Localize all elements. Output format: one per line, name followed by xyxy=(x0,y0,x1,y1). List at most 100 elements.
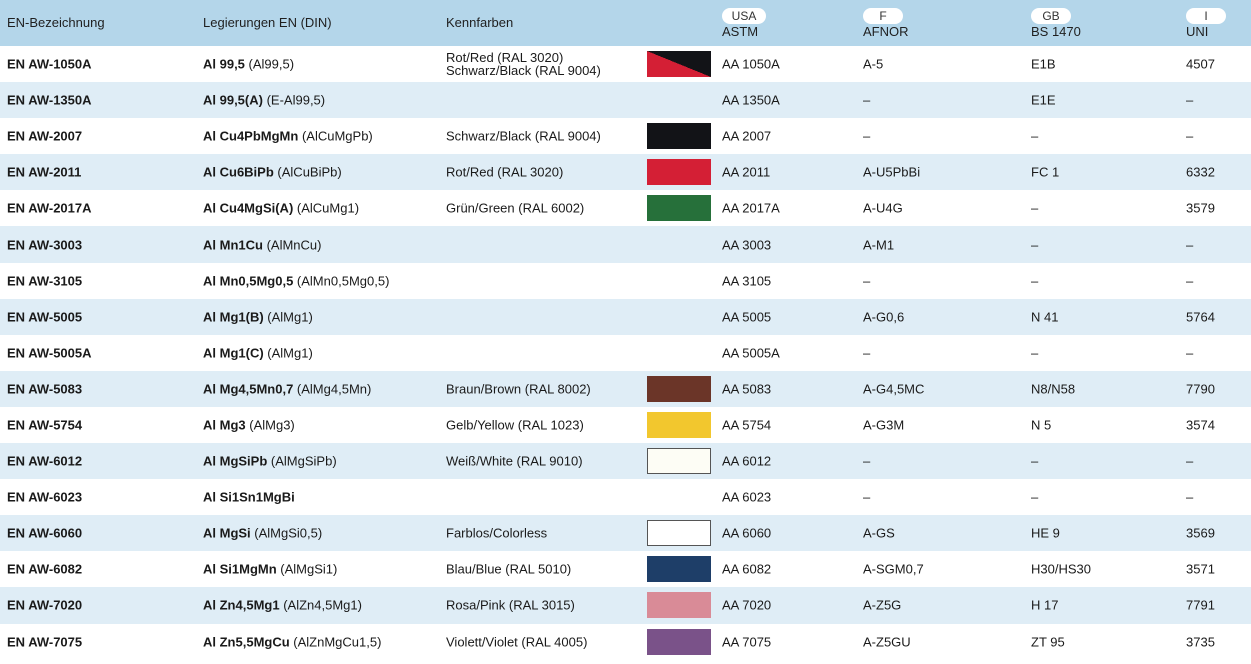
uni-designation: – xyxy=(1186,237,1194,253)
alloy-designation: Al Zn4,5Mg1 (AlZn4,5Mg1) xyxy=(203,598,362,613)
uni-designation: 5764 xyxy=(1186,309,1215,325)
astm-designation: AA 3105 xyxy=(722,273,772,289)
alloy-en-name: Al Zn5,5MgCu xyxy=(203,634,290,650)
alloy-din-name: (E-Al99,5) xyxy=(266,92,326,108)
alloy-designation: Al Cu4PbMgMn (AlCuMgPb) xyxy=(203,129,373,144)
en-code: EN AW-5083 xyxy=(7,381,83,397)
afnor-designation: A-U5PbBi xyxy=(863,164,921,180)
color-line: Rot/Red (RAL 3020) xyxy=(446,164,564,180)
astm-designation: AA 7020 xyxy=(722,597,772,613)
bs1470-designation: N8/N58 xyxy=(1031,381,1076,397)
header-f-pill: F xyxy=(863,8,903,24)
table-row: EN AW-6012 Al MgSiPb (AlMgSiPb) Weiß/White… xyxy=(0,443,1251,480)
table-row: EN AW-7075 Al Zn5,5MgCu (AlZnMgCu1,5) Viol… xyxy=(0,624,1251,660)
uni-designation: 7790 xyxy=(1186,381,1215,397)
alloy-din-name: (AlCuMg1) xyxy=(296,200,360,216)
color-line: Schwarz/Black (RAL 9004) xyxy=(446,63,601,79)
table-row: EN AW-7020 Al Zn4,5Mg1 (AlZn4,5Mg1) Rosa/P… xyxy=(0,587,1251,624)
alloy-designation: Al MgSiPb (AlMgSiPb) xyxy=(203,454,337,469)
en-code: EN AW-3003 xyxy=(7,237,83,253)
alloy-en-name: Al 99,5(A) xyxy=(203,92,263,108)
alloy-en-name: Al Mn1Cu xyxy=(203,237,263,253)
astm-designation: AA 1050A xyxy=(722,56,780,72)
afnor-designation: – xyxy=(863,128,871,144)
afnor-designation: – xyxy=(863,92,871,108)
color-code-label: Rosa/Pink (RAL 3015) xyxy=(446,599,575,612)
uni-designation: – xyxy=(1186,273,1194,289)
table-row: EN AW-6023 Al Si1Sn1MgBi AA 6023 – – – xyxy=(0,479,1251,515)
alloy-din-name: (AlMg1) xyxy=(267,345,313,361)
en-code: EN AW-5005 xyxy=(7,309,83,325)
alloy-din-name: (AlZn4,5Mg1) xyxy=(283,597,362,613)
astm-designation: AA 6012 xyxy=(722,453,772,469)
alloy-en-name: Al Cu4MgSi(A) xyxy=(203,200,294,216)
bs1470-designation: – xyxy=(1031,273,1039,289)
bs1470-designation: N 5 xyxy=(1031,417,1052,433)
color-swatch xyxy=(647,123,711,150)
alloy-din-name: (AlMg4,5Mn) xyxy=(296,381,372,397)
alloy-designation: Al Mg3 (AlMg3) xyxy=(203,417,295,432)
uni-designation: – xyxy=(1186,345,1194,361)
afnor-designation: A-G3M xyxy=(863,417,905,433)
color-line: Blau/Blue (RAL 5010) xyxy=(446,561,572,577)
table-row: EN AW-6060 Al MgSi (AlMgSi0,5) Farblos/Col… xyxy=(0,515,1251,552)
color-swatch xyxy=(647,520,711,547)
color-swatch xyxy=(647,592,711,619)
alloy-designation: Al Mg4,5Mn0,7 (AlMg4,5Mn) xyxy=(203,381,371,396)
color-code-label: Grün/Green (RAL 6002) xyxy=(446,202,584,215)
alloy-designation: Al Si1MgMn (AlMgSi1) xyxy=(203,562,337,577)
astm-designation: AA 5083 xyxy=(722,381,772,397)
afnor-designation: A-5 xyxy=(863,56,884,72)
header-usa-pill: USA xyxy=(722,8,766,24)
uni-designation: 3579 xyxy=(1186,200,1215,216)
en-code: EN AW-3105 xyxy=(7,273,83,289)
alloy-din-name: (AlCuBiPb) xyxy=(277,164,342,180)
color-swatch xyxy=(647,375,711,402)
alloy-din-name: (AlCuMgPb) xyxy=(301,128,373,144)
astm-designation: AA 2007 xyxy=(722,128,772,144)
uni-designation: – xyxy=(1186,128,1194,144)
astm-designation: AA 5005A xyxy=(722,345,780,361)
header-astm: ASTM xyxy=(722,24,759,39)
header-en-bezeichnung: EN-Bezeichnung xyxy=(7,15,105,30)
alloy-din-name: (Al99,5) xyxy=(248,56,295,72)
alloy-en-name: Al Mg1(C) xyxy=(203,345,264,361)
bs1470-designation: – xyxy=(1031,128,1039,144)
alloy-designation: Al Mg1(C) (AlMg1) xyxy=(203,345,313,360)
header-i-pill: I xyxy=(1186,8,1226,24)
afnor-designation: – xyxy=(863,489,871,505)
bs1470-designation: H 17 xyxy=(1031,597,1059,613)
alloy-din-name: (AlMgSi0,5) xyxy=(254,525,323,541)
color-swatch xyxy=(647,159,711,186)
header-gb-pill: GB xyxy=(1031,8,1071,24)
astm-designation: AA 7075 xyxy=(722,634,772,650)
uni-designation: 3574 xyxy=(1186,417,1215,433)
alloy-en-name: Al Mg4,5Mn0,7 xyxy=(203,381,294,397)
header-afnor: AFNOR xyxy=(863,24,909,39)
afnor-designation: A-SGM0,7 xyxy=(863,561,924,577)
astm-designation: AA 6023 xyxy=(722,489,772,505)
bs1470-designation: E1B xyxy=(1031,56,1056,72)
en-code: EN AW-1350A xyxy=(7,92,92,108)
color-swatch xyxy=(647,411,711,438)
color-code-label: Rot/Red (RAL 3020) xyxy=(446,166,563,179)
uni-designation: 4507 xyxy=(1186,56,1215,72)
color-swatch xyxy=(647,628,711,655)
color-code-label: Gelb/Yellow (RAL 1023) xyxy=(446,418,584,431)
bs1470-designation: – xyxy=(1031,237,1039,253)
en-code: EN AW-6012 xyxy=(7,453,83,469)
alloy-en-name: Al Zn4,5Mg1 xyxy=(203,597,280,613)
alloy-din-name: (AlMgSi1) xyxy=(280,561,338,577)
afnor-designation: – xyxy=(863,273,871,289)
color-swatch xyxy=(647,448,711,475)
color-swatch xyxy=(647,195,711,222)
en-code: EN AW-7020 xyxy=(7,597,83,613)
en-code: EN AW-2017A xyxy=(7,200,92,216)
color-line: Weiß/White (RAL 9010) xyxy=(446,453,583,469)
color-line: Braun/Brown (RAL 8002) xyxy=(446,381,591,397)
uni-designation: – xyxy=(1186,92,1194,108)
en-code: EN AW-5754 xyxy=(7,417,83,433)
alloy-designation: Al Mg1(B) (AlMg1) xyxy=(203,309,313,324)
bs1470-designation: HE 9 xyxy=(1031,525,1060,541)
